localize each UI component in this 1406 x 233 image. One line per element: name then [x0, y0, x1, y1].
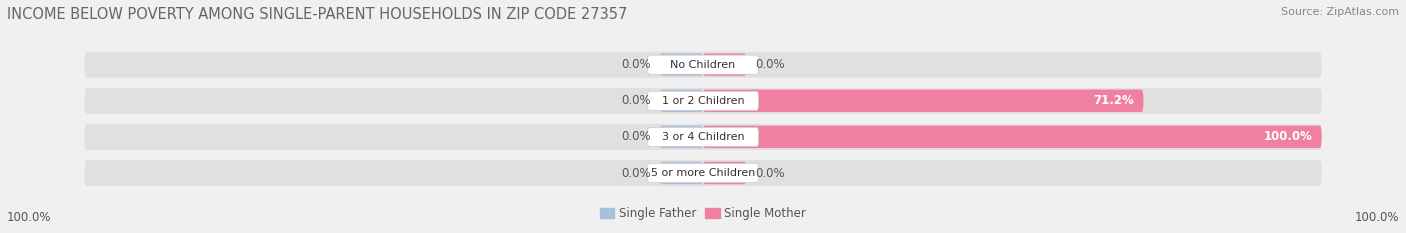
FancyBboxPatch shape	[647, 164, 759, 182]
Text: 100.0%: 100.0%	[7, 211, 52, 224]
Text: No Children: No Children	[671, 60, 735, 70]
Text: 5 or more Children: 5 or more Children	[651, 168, 755, 178]
Text: 3 or 4 Children: 3 or 4 Children	[662, 132, 744, 142]
Text: 1 or 2 Children: 1 or 2 Children	[662, 96, 744, 106]
Text: 0.0%: 0.0%	[621, 167, 651, 179]
FancyBboxPatch shape	[659, 53, 703, 76]
Text: 0.0%: 0.0%	[621, 58, 651, 71]
FancyBboxPatch shape	[84, 88, 1322, 114]
FancyBboxPatch shape	[84, 52, 1322, 78]
Text: 0.0%: 0.0%	[621, 130, 651, 143]
FancyBboxPatch shape	[84, 160, 1322, 186]
FancyBboxPatch shape	[647, 91, 759, 110]
FancyBboxPatch shape	[703, 162, 747, 184]
Text: 100.0%: 100.0%	[1264, 130, 1312, 143]
Text: 0.0%: 0.0%	[755, 167, 785, 179]
Legend: Single Father, Single Mother: Single Father, Single Mother	[595, 202, 811, 225]
Text: 71.2%: 71.2%	[1094, 94, 1135, 107]
Text: 0.0%: 0.0%	[621, 94, 651, 107]
Text: INCOME BELOW POVERTY AMONG SINGLE-PARENT HOUSEHOLDS IN ZIP CODE 27357: INCOME BELOW POVERTY AMONG SINGLE-PARENT…	[7, 7, 627, 22]
Text: 100.0%: 100.0%	[1354, 211, 1399, 224]
FancyBboxPatch shape	[647, 55, 759, 74]
FancyBboxPatch shape	[84, 124, 1322, 150]
FancyBboxPatch shape	[659, 89, 703, 112]
FancyBboxPatch shape	[659, 162, 703, 184]
FancyBboxPatch shape	[703, 126, 1322, 148]
Text: Source: ZipAtlas.com: Source: ZipAtlas.com	[1281, 7, 1399, 17]
FancyBboxPatch shape	[659, 126, 703, 148]
Text: 0.0%: 0.0%	[755, 58, 785, 71]
FancyBboxPatch shape	[703, 89, 1143, 112]
FancyBboxPatch shape	[703, 53, 747, 76]
FancyBboxPatch shape	[647, 127, 759, 146]
